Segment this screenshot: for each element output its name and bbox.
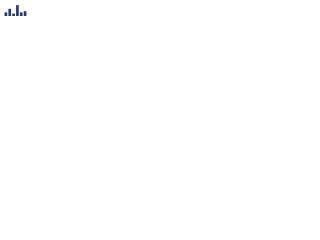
bar [16,5,19,16]
bar [12,13,15,16]
bar [4,12,8,16]
page: {"chart_data": {"type": "bar", "values":… [0,0,30,19]
bar [23,11,27,16]
bar [19,12,23,16]
chart [4,5,27,16]
bar [8,8,12,16]
